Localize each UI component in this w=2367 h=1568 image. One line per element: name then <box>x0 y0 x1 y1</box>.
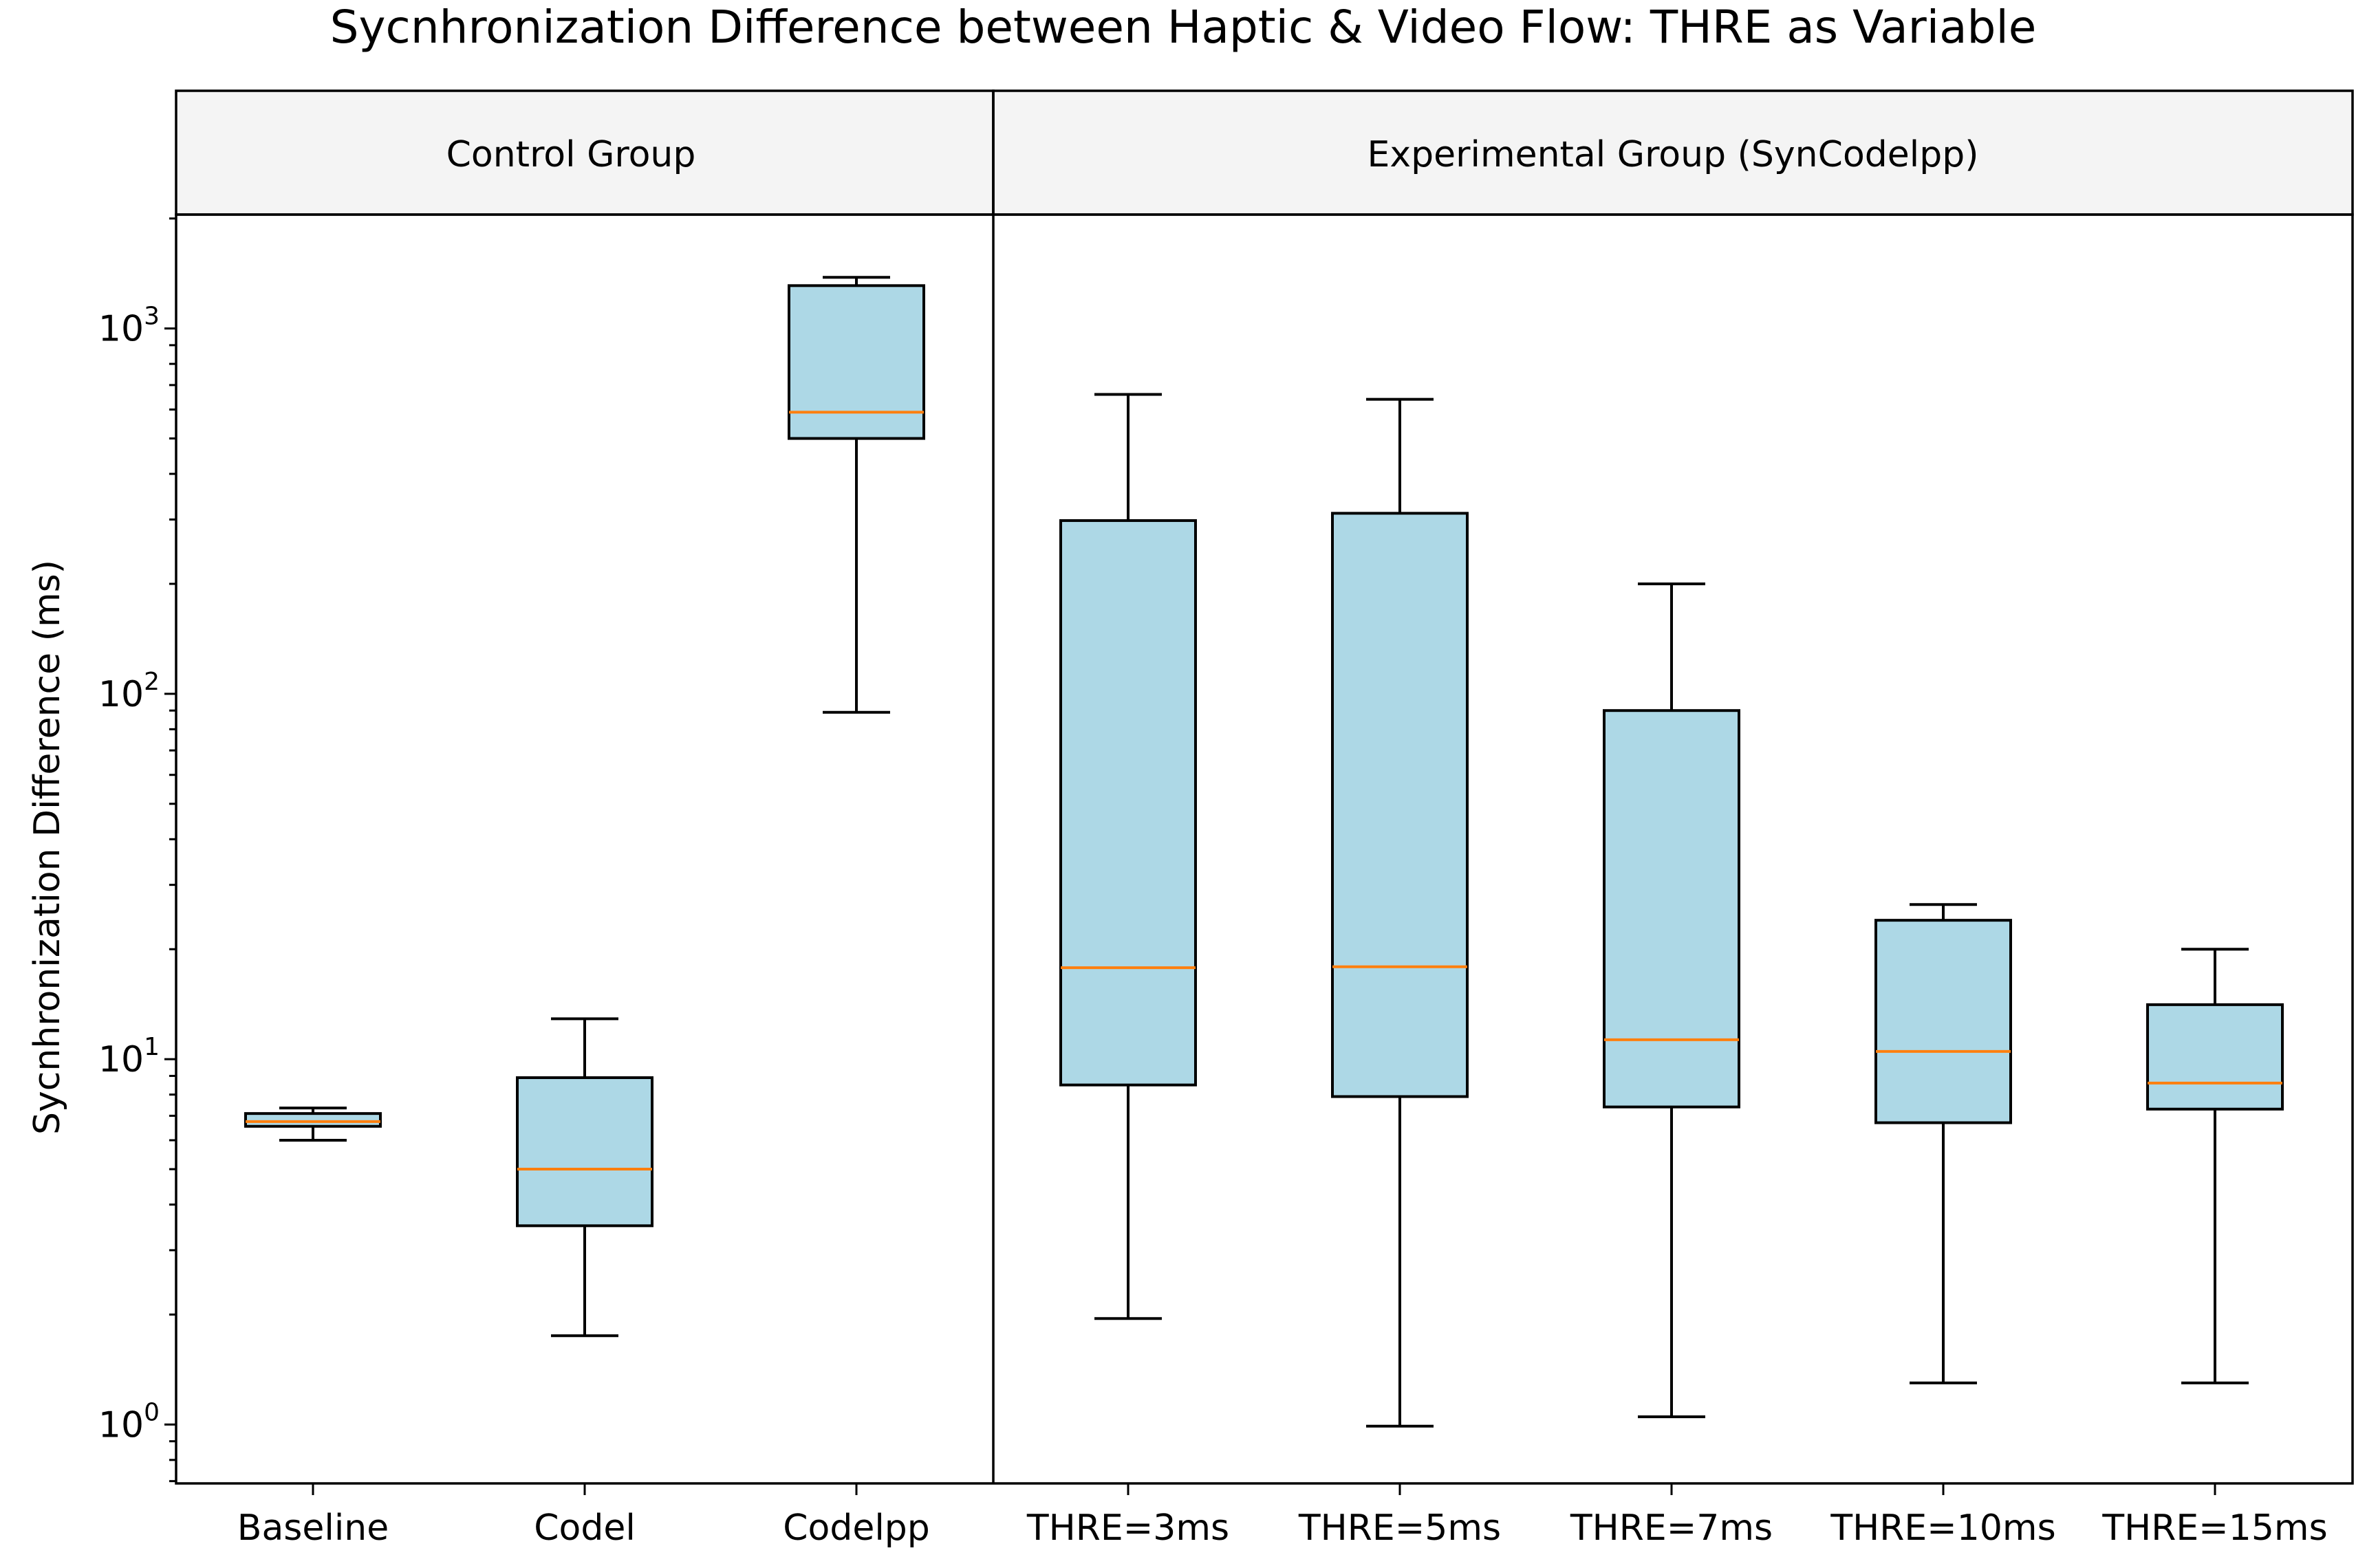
chart-title: Sycnhronization Difference between Hapti… <box>330 1 2037 54</box>
box-THRE=10ms <box>1874 903 2012 1384</box>
iqr-box <box>1059 519 1197 1087</box>
box-Codelpp <box>788 276 925 714</box>
experimental-group-header <box>992 89 2354 216</box>
x-tick-label: Codel <box>534 1507 636 1549</box>
box-Codel <box>516 1017 653 1338</box>
control-group-label: Control Group <box>446 134 696 175</box>
y-tick-label: 101 <box>98 1033 160 1080</box>
x-tick-label: Codelpp <box>783 1507 930 1549</box>
x-tick-label: THRE=15ms <box>2101 1507 2327 1549</box>
box-THRE=7ms <box>1603 582 1740 1419</box>
control-group-header <box>175 89 995 216</box>
box-THRE=3ms <box>1059 393 1197 1320</box>
y-tick-label: 100 <box>98 1398 160 1446</box>
x-tick-label: THRE=7ms <box>1570 1507 1773 1549</box>
x-tick-label: THRE=10ms <box>1830 1507 2055 1549</box>
plot-frame <box>175 213 2354 1485</box>
y-axis-label: Sycnhronization Difference (ms) <box>27 560 68 1135</box>
iqr-box <box>244 1112 382 1128</box>
iqr-box <box>1874 919 2012 1124</box>
x-tick-label: THRE=3ms <box>1026 1507 1229 1549</box>
x-tick-label: Baseline <box>237 1507 389 1549</box>
iqr-box <box>1331 512 1469 1098</box>
iqr-box <box>788 284 925 440</box>
x-tick-label: THRE=5ms <box>1298 1507 1501 1549</box>
y-tick-label: 103 <box>98 303 160 350</box>
experimental-group-label: Experimental Group (SynCodelpp) <box>1367 134 1978 175</box>
iqr-box <box>1603 709 1740 1109</box>
y-tick-label: 102 <box>98 668 160 715</box>
box-THRE=15ms <box>2146 948 2284 1384</box>
iqr-box <box>2146 1003 2284 1111</box>
box-Baseline <box>244 1107 382 1142</box>
iqr-box <box>516 1076 653 1228</box>
box-THRE=5ms <box>1331 398 1469 1428</box>
